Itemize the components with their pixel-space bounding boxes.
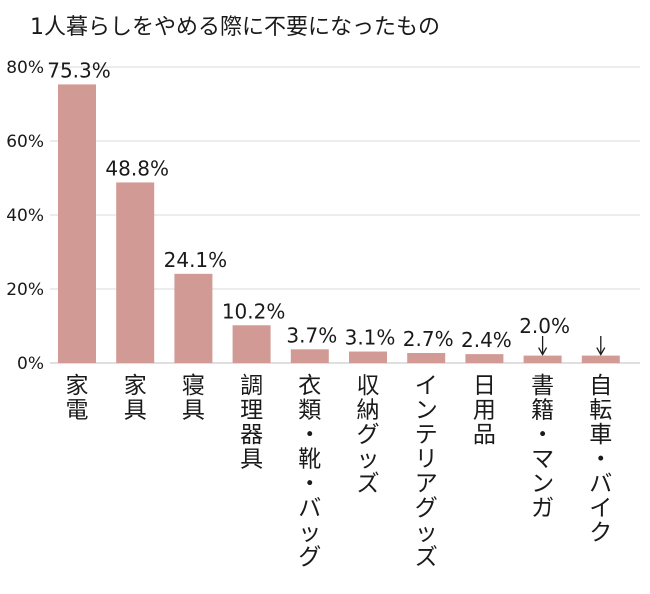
category-label-char: 衣 xyxy=(298,373,321,399)
category-label-char: 自 xyxy=(589,373,612,399)
category-label-char: 調 xyxy=(240,373,263,399)
bar xyxy=(581,355,620,363)
category-label-char: ・ xyxy=(589,447,612,473)
category-label-char: 籍 xyxy=(531,398,554,424)
bar xyxy=(58,84,96,363)
category-label-char: 家 xyxy=(66,373,89,399)
category-label-char: マ xyxy=(531,447,554,473)
y-tick-label: 20% xyxy=(6,280,44,300)
bar xyxy=(290,349,329,363)
annotation-arrowhead xyxy=(596,347,606,356)
category-label-char: イ xyxy=(415,373,438,399)
category-label-char: ガ xyxy=(531,496,554,522)
category-label-char: ン xyxy=(415,398,438,424)
category-label-char: 器 xyxy=(240,422,263,448)
category-label-char: ッ xyxy=(357,447,380,473)
data-label: 2.0% xyxy=(519,314,570,338)
category-label-char: 具 xyxy=(124,398,147,424)
category-label-char: ッ xyxy=(298,520,321,546)
data-label: 3.1% xyxy=(345,326,396,350)
category-label-char: ッ xyxy=(415,520,438,546)
category-label-char: バ xyxy=(298,496,321,522)
category-label-char: グ xyxy=(415,496,438,522)
category-label-char: 具 xyxy=(240,447,263,473)
category-label-char: グ xyxy=(357,422,380,448)
category-label: 家電 xyxy=(66,373,89,424)
category-label-char: ズ xyxy=(415,545,438,571)
category-label-char: ズ xyxy=(357,471,380,497)
annotation-arrowhead xyxy=(538,347,548,356)
category-label: 書籍・マンガ xyxy=(531,373,554,522)
data-label: 3.7% xyxy=(286,323,337,347)
bar xyxy=(407,353,446,363)
data-label: 75.3% xyxy=(47,58,111,82)
y-tick-label: 40% xyxy=(6,206,44,226)
category-label-char: バ xyxy=(589,471,612,497)
category-label-char: 品 xyxy=(473,422,496,448)
chart-title: 1人暮らしをやめる際に不要になったもの xyxy=(30,15,440,40)
label-arrows xyxy=(538,336,606,356)
category-label: 収納グッズ xyxy=(357,373,380,497)
category-label-char: 車 xyxy=(589,422,612,448)
category-label-char: 転 xyxy=(589,398,612,424)
category-label-char: イ xyxy=(589,496,612,522)
data-label: 2.7% xyxy=(403,327,454,351)
bars xyxy=(58,84,620,363)
category-label-char: ・ xyxy=(298,471,321,497)
category-label-char: 書 xyxy=(531,373,554,399)
category-label: インテリアグッズ xyxy=(415,373,438,571)
y-tick-label: 60% xyxy=(6,132,44,152)
category-labels: 家電家具寝具調理器具衣類・靴・バッグ収納グッズインテリアグッズ日用品書籍・マンガ… xyxy=(66,373,613,571)
category-label-char: 靴 xyxy=(298,447,321,473)
bar xyxy=(116,182,155,363)
bar xyxy=(174,273,213,363)
category-label-char: グ xyxy=(298,545,321,571)
category-label-char: ・ xyxy=(298,422,321,448)
y-tick-label: 0% xyxy=(17,354,44,374)
y-axis-ticks: 0% 20% 40% 60% 80% xyxy=(6,58,44,374)
category-label-char: 類 xyxy=(298,398,321,424)
category-label-char: ク xyxy=(589,520,612,546)
category-label: 家具 xyxy=(124,373,147,424)
data-label: 24.1% xyxy=(164,248,228,272)
category-label-char: 電 xyxy=(66,398,89,424)
data-label: 10.2% xyxy=(222,299,286,323)
category-label-char: 日 xyxy=(473,373,496,399)
category-label: 自転車・バイク xyxy=(589,373,612,546)
category-label-char: 納 xyxy=(357,398,380,424)
bar xyxy=(232,325,271,363)
data-labels: 75.3% 48.8% 24.1% 10.2%3.7% 3.1% 2.7% 2.4% 2.0% xyxy=(47,58,570,352)
category-label-char: テ xyxy=(415,422,438,448)
y-tick-label: 80% xyxy=(6,58,44,78)
category-label-char: 収 xyxy=(357,373,380,399)
bar xyxy=(523,355,562,363)
category-label-char: 家 xyxy=(124,373,147,399)
category-label-char: ア xyxy=(415,471,438,497)
category-label-char: ン xyxy=(531,471,554,497)
category-label-char: 寝 xyxy=(182,373,205,399)
category-label-char: 用 xyxy=(473,398,496,424)
category-label-char: 具 xyxy=(182,398,205,424)
category-label-char: ・ xyxy=(531,422,554,448)
category-label: 衣類・靴・バッグ xyxy=(298,373,321,571)
category-label-char: 理 xyxy=(240,398,263,424)
bar xyxy=(465,354,504,363)
data-label: 2.4% xyxy=(461,328,512,352)
data-label: 48.8% xyxy=(105,156,169,180)
category-label: 調理器具 xyxy=(240,373,263,473)
bar xyxy=(349,351,387,363)
category-label-char: リ xyxy=(415,447,438,473)
category-label: 寝具 xyxy=(182,373,205,424)
category-label: 日用品 xyxy=(473,373,496,448)
